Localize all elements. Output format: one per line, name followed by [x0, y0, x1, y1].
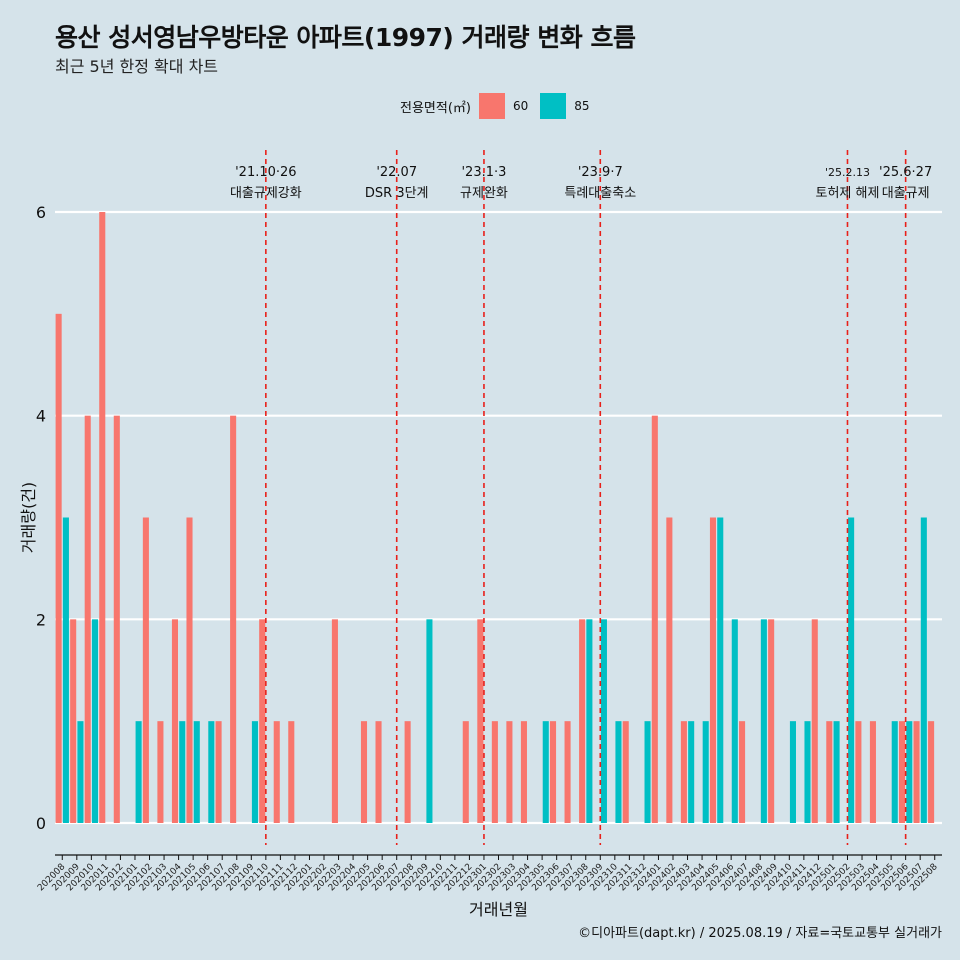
bar-60-202308: [579, 619, 586, 823]
annotation-label: 특례대출축소: [564, 186, 636, 201]
bar-60-202205: [360, 721, 368, 823]
bar-60-202107: [215, 721, 222, 823]
bar-60-202301: [477, 619, 484, 823]
chart-title: 용산 성서영남우방타운 아파트(1997) 거래량 변화 흐름: [55, 23, 636, 52]
y-tick-label: 4: [36, 407, 46, 426]
bar-60-202307: [564, 721, 571, 823]
annotation-date: '25.2.13: [825, 166, 870, 179]
bar-60-202102: [142, 517, 149, 823]
legend-title: 전용면적(㎡): [400, 100, 471, 116]
bar-85-202308: [586, 619, 593, 823]
bar-85-202101: [135, 721, 142, 823]
bar-85-202310: [615, 721, 622, 823]
bar-85-202408: [760, 619, 767, 823]
bar-60-202501: [826, 721, 833, 823]
bar-85-202305: [542, 721, 549, 823]
annotation-label: 대출규제: [882, 186, 930, 201]
bar-85-202502: [848, 517, 855, 823]
bar-85-202010: [91, 619, 99, 823]
bar-85-202104: [179, 721, 186, 823]
bar-60-202401: [651, 415, 658, 823]
bar-60-202208: [404, 721, 411, 823]
bar-60-202412: [811, 619, 818, 823]
bar-85-202505: [891, 721, 898, 823]
bar-85-202209: [426, 619, 433, 823]
bar-60-202407: [739, 721, 746, 823]
annotation-date: '21.10·26: [235, 165, 296, 180]
bar-60-202104: [171, 619, 178, 823]
bar-60-202405: [709, 517, 717, 823]
bar-85-202106: [208, 721, 215, 823]
legend-swatch-85: [540, 93, 567, 119]
bar-85-202312: [644, 721, 651, 823]
bar-60-202508: [928, 721, 935, 823]
bar-60-202507: [913, 721, 920, 823]
bar-60-202011: [99, 212, 106, 823]
legend-label-60: 60: [512, 99, 529, 113]
bar-60-202008: [55, 313, 62, 823]
bar-85-202109: [251, 721, 258, 823]
bar-60-202212: [462, 721, 469, 823]
legend-swatch-60: [478, 93, 505, 119]
bar-60-202103: [157, 721, 164, 823]
annotation-date: '25.6·27: [879, 165, 932, 180]
bar-60-202311: [622, 721, 629, 823]
bar-60-202110: [259, 619, 266, 823]
source-caption: ©디아파트(dapt.kr) / 2025.08.19 / 자료=국토교통부 실…: [578, 926, 942, 941]
bar-85-202403: [688, 721, 695, 823]
annotation-label: 토허제 해제: [816, 186, 880, 201]
bar-85-202411: [804, 721, 811, 823]
bar-60-202402: [666, 517, 673, 823]
bar-60-202306: [549, 721, 557, 823]
chart-subtitle: 최근 5년 한정 확대 차트: [55, 57, 219, 76]
bar-85-202405: [717, 517, 724, 823]
y-tick-label: 6: [36, 203, 46, 222]
bar-60-202503: [855, 721, 862, 823]
x-axis-title: 거래년월: [469, 900, 528, 919]
bar-60-202506: [898, 721, 906, 823]
y-tick-label: 0: [36, 814, 46, 833]
annotation-date: '23.1·3: [461, 165, 506, 180]
bar-60-202409: [768, 619, 775, 823]
bar-60-202304: [520, 721, 527, 823]
legend-label-85: 85: [574, 99, 590, 113]
bar-60-202206: [375, 721, 382, 823]
bar-85-202404: [702, 721, 709, 823]
bar-60-202108: [230, 415, 237, 823]
annotation-label: 규제완화: [460, 186, 508, 201]
bar-85-202105: [193, 721, 200, 823]
bar-60-202302: [491, 721, 498, 823]
y-tick-label: 2: [36, 610, 46, 629]
bar-85-202506: [906, 721, 913, 823]
bar-60-202112: [288, 721, 295, 823]
legend: 전용면적(㎡) 60 85: [400, 93, 602, 119]
annotation-label: 대출규제강화: [230, 186, 302, 201]
bar-85-202507: [920, 517, 927, 823]
bar-85-202008: [62, 517, 69, 823]
bar-60-202111: [273, 721, 280, 823]
bar-60-202009: [70, 619, 77, 823]
bar-85-202501: [833, 721, 840, 823]
bar-60-202303: [506, 721, 513, 823]
bar-60-202105: [186, 517, 193, 823]
y-axis-title: 거래량(건): [19, 482, 38, 553]
bar-60-202010: [84, 415, 91, 823]
bar-60-202504: [869, 721, 876, 823]
annotation-date: '23.9·7: [578, 165, 623, 180]
bar-85-202309: [600, 619, 607, 823]
bar-85-202406: [731, 619, 738, 823]
bar-60-202203: [331, 619, 338, 823]
annotation-label: DSR 3단계: [365, 186, 429, 201]
bar-85-202009: [77, 721, 84, 823]
bar-60-202403: [680, 721, 687, 823]
annotation-date: '22.07: [376, 165, 417, 180]
bar-85-202410: [789, 721, 796, 823]
bar-60-202012: [113, 415, 120, 823]
